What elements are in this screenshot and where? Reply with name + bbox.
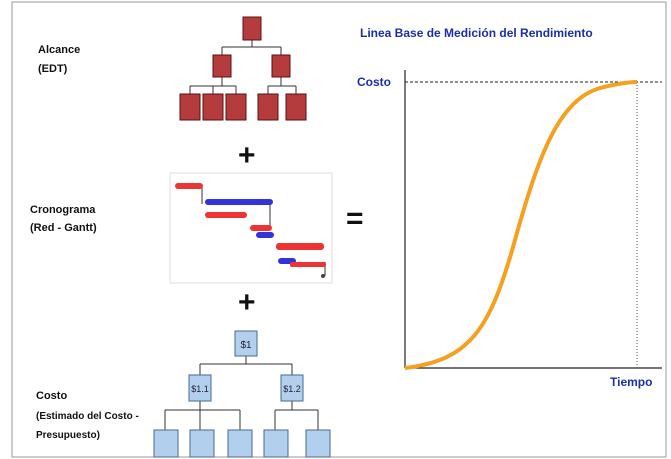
schedule-label: Cronograma bbox=[30, 204, 96, 216]
chart-title: Linea Base de Medición del Rendimiento bbox=[360, 26, 593, 40]
gantt bbox=[169, 172, 333, 284]
schedule-sub: (Red - Gantt) bbox=[30, 222, 97, 234]
cost-sub2: Presupuesto) bbox=[36, 430, 100, 441]
x-axis-label: Tiempo bbox=[610, 375, 652, 389]
axes bbox=[404, 70, 662, 369]
frame bbox=[11, 1, 667, 458]
cost-node: $1.2 bbox=[283, 384, 301, 394]
cost-node: $1.1 bbox=[191, 384, 209, 394]
y-axis-label: Costo bbox=[357, 75, 391, 89]
s-curve bbox=[404, 80, 638, 370]
scope-label: Alcance bbox=[38, 44, 80, 56]
equals: = bbox=[346, 202, 364, 235]
plus: + bbox=[238, 286, 256, 319]
cost-node: $1 bbox=[240, 340, 252, 351]
plus: + bbox=[238, 139, 256, 172]
cost-sub: (Estimado del Costo - bbox=[36, 411, 139, 422]
cost-label: Costo bbox=[36, 390, 67, 402]
wbs-tree bbox=[179, 16, 307, 121]
scope-sub: (EDT) bbox=[38, 63, 68, 75]
cost-tree bbox=[153, 330, 331, 458]
